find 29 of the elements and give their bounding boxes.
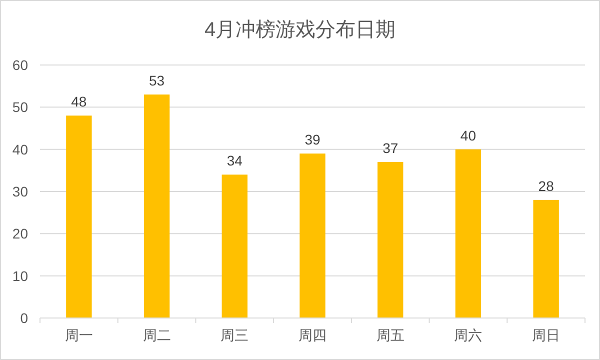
data-label: 34 xyxy=(226,152,243,169)
x-tick-label: 周二 xyxy=(142,327,171,343)
data-label: 53 xyxy=(148,72,165,89)
y-tick-label: 50 xyxy=(12,99,28,116)
x-tick-label: 周六 xyxy=(454,327,482,343)
bar xyxy=(66,116,92,318)
data-label: 40 xyxy=(460,127,476,144)
y-tick-label: 0 xyxy=(20,310,28,326)
x-tick-label: 周五 xyxy=(376,327,404,343)
chart-title: 4月冲榜游戏分布日期 xyxy=(204,19,396,41)
bar xyxy=(300,154,326,318)
y-tick-label: 30 xyxy=(12,184,28,200)
y-tick-label: 60 xyxy=(12,57,28,73)
bar xyxy=(455,149,482,318)
data-label: 37 xyxy=(382,140,398,156)
data-label: 48 xyxy=(71,94,87,110)
x-tick-label: 周日 xyxy=(532,327,560,343)
bar xyxy=(533,200,559,318)
data-label: 39 xyxy=(304,132,320,148)
y-tick-label: 40 xyxy=(12,141,28,158)
x-tick-label: 周一 xyxy=(64,327,93,343)
y-tick-label: 20 xyxy=(12,226,28,242)
y-tick-label: 10 xyxy=(12,268,28,284)
bar xyxy=(378,162,404,318)
bar xyxy=(144,94,170,318)
data-label: 28 xyxy=(538,178,554,194)
x-tick-label: 周四 xyxy=(298,327,326,343)
bar xyxy=(222,174,248,318)
x-tick-label: 周三 xyxy=(220,327,249,343)
